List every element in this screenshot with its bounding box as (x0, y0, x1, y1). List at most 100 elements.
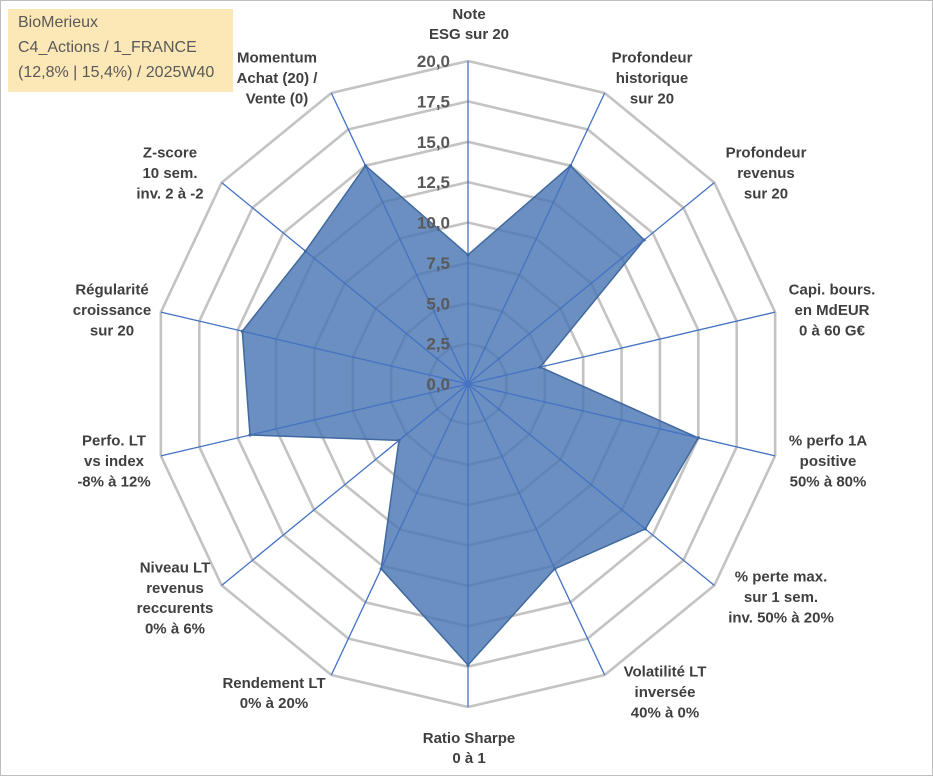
data-point (553, 567, 557, 571)
axis-label-line: Régularité (75, 282, 148, 299)
axis-label-line: inv. 2 à -2 (136, 185, 203, 202)
axis-label-line: Vente (0) (246, 90, 309, 107)
data-point (240, 329, 244, 333)
info-performance-week: (12,8% | 15,4%) / 2025W40 (18, 64, 215, 81)
axis-label-line: 10 sem. (142, 165, 197, 182)
axis-label-line: Ratio Sharpe (423, 730, 516, 747)
axis-label: Profondeur historique sur 20 (612, 50, 693, 108)
axis-label: Momentum Achat (20) / Vente (0) (237, 50, 319, 108)
axis-label-line: ESG sur 20 (429, 26, 509, 43)
axis-label: Note ESG sur 20 (429, 6, 509, 43)
data-point (379, 567, 383, 571)
axis-line (467, 311, 776, 385)
axis-label-line: Momentum (237, 50, 317, 67)
axis-line (330, 383, 469, 676)
axis-label-line: sur 1 sem. (744, 589, 818, 606)
axis-label: Niveau LT revenus reccurents 0% à 6% (137, 559, 214, 637)
axis-label-line: 0 à 1 (452, 750, 485, 767)
axis-label-line: sur 20 (90, 322, 134, 339)
info-portfolio: C4_Actions / 1_FRANCE (18, 39, 197, 56)
axis-label-line: vs index (84, 453, 145, 470)
axis-label: % perfo 1A positive 50% à 80% (789, 433, 868, 491)
axis-label: Rendement LT 0% à 20% (222, 675, 325, 712)
axis-label: Perfo. LT vs index -8% à 12% (77, 433, 150, 491)
tick-label: 20,0 (417, 52, 450, 71)
axis-label-line: 40% à 0% (631, 704, 699, 721)
axis-label-line: inversée (635, 684, 696, 701)
axis-label-line: 0 à 60 G€ (799, 322, 866, 339)
axis-label-line: Niveau LT (140, 559, 211, 576)
axis-label-line: positive (800, 453, 857, 470)
axis-line (330, 92, 469, 385)
axis-label-line: Z-score (143, 145, 197, 162)
axis-label-line: en MdEUR (795, 302, 870, 319)
tick-label: 2,5 (426, 335, 450, 354)
series-area (241, 164, 700, 666)
axis-label-line: % perfo 1A (789, 433, 868, 450)
data-point (643, 527, 647, 531)
axis-label: Ratio Sharpe 0 à 1 (423, 730, 516, 767)
axis-label-line: sur 20 (630, 90, 674, 107)
axis-label-line: % perte max. (735, 569, 828, 586)
axis-line (160, 311, 469, 385)
tick-label: 15,0 (417, 133, 450, 152)
axis-label-line: 50% à 80% (790, 473, 867, 490)
axis-lines (160, 61, 776, 707)
data-point (466, 663, 470, 667)
axis-label-line: reccurents (137, 600, 214, 617)
axis-label-line: 0% à 20% (240, 695, 308, 712)
axis-line (221, 383, 469, 586)
axis-label-line: historique (616, 70, 689, 87)
axis-label-line: Rendement LT (222, 675, 325, 692)
axis-label-line: Profondeur (726, 145, 807, 162)
axis-line (467, 92, 606, 385)
axis-label-line: revenus (737, 165, 795, 182)
axis-line (160, 383, 469, 457)
info-company: BioMerieux (18, 14, 99, 31)
data-point (696, 436, 700, 440)
data-point (642, 238, 646, 242)
axis-line (467, 383, 715, 586)
data-point (538, 365, 542, 369)
tick-label: 5,0 (426, 294, 450, 313)
data-point (363, 164, 368, 168)
axis-label-line: croissance (73, 302, 151, 319)
tick-labels: 0,0 2,5 5,0 7,5 10,0 12,5 15,0 17,5 20,0 (417, 52, 450, 394)
tick-label: 10,0 (417, 214, 450, 233)
axis-line (467, 383, 776, 457)
axis-line (221, 182, 469, 385)
axis-label: Z-score 10 sem. inv. 2 à -2 (136, 145, 203, 203)
axis-label-line: 0% à 6% (145, 621, 205, 638)
data-point (568, 164, 573, 168)
tick-label: 17,5 (417, 92, 450, 111)
axis-label: Volatilité LT inversée 40% à 0% (624, 664, 707, 722)
axis-labels: Note ESG sur 20 Profondeur historique sur 20… (73, 6, 876, 767)
data-points (240, 164, 700, 667)
axis-label-line: inv. 50% à 20% (728, 609, 834, 626)
axis-label-line: sur 20 (744, 185, 788, 202)
axis-label-line: Volatilité LT (624, 664, 707, 681)
tick-label: 7,5 (426, 254, 450, 273)
axis-label: Capi. bours. en MdEUR 0 à 60 G€ (789, 282, 876, 340)
axis-label-line: Achat (20) / (237, 70, 319, 87)
axis-label-line: revenus (146, 580, 204, 597)
axis-label-line: Capi. bours. (789, 282, 876, 299)
data-point (248, 433, 252, 437)
info-box: BioMerieux C4_Actions / 1_FRANCE (12,8% … (8, 9, 233, 92)
axis-label-line: Note (452, 6, 485, 23)
axis-label-line: -8% à 12% (77, 473, 150, 490)
axis-line (467, 383, 606, 676)
axis-label: Profondeur revenus sur 20 (726, 145, 807, 203)
axis-line (467, 182, 715, 385)
data-point (303, 249, 308, 253)
tick-label: 12,5 (417, 173, 450, 192)
axis-label-line: Profondeur (612, 50, 693, 67)
tick-label: 0,0 (426, 375, 450, 394)
axis-label: Régularité croissance sur 20 (73, 282, 151, 340)
data-point (466, 253, 470, 257)
data-point (397, 438, 401, 442)
axis-label-line: Perfo. LT (82, 433, 146, 450)
axis-label: % perte max. sur 1 sem. inv. 50% à 20% (728, 569, 834, 627)
